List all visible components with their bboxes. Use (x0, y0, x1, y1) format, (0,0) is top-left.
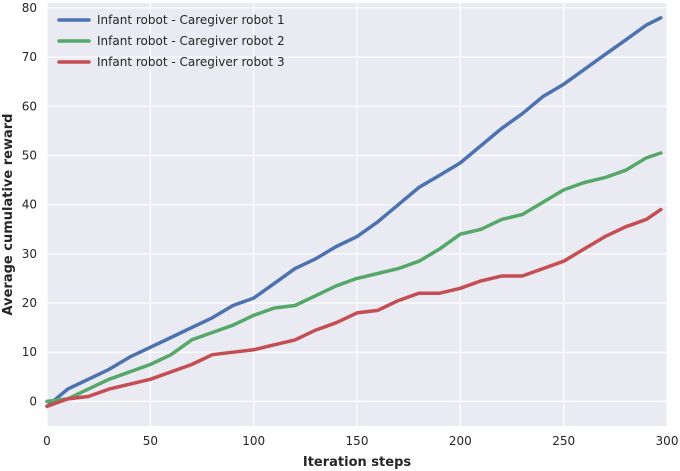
y-axis-label: Average cumulative reward (1, 114, 16, 316)
x-tick-label: 0 (43, 434, 51, 448)
y-tick-label: 60 (22, 99, 37, 113)
x-tick-label: 250 (552, 434, 575, 448)
y-tick-label: 10 (22, 345, 37, 359)
x-axis-label: Iteration steps (303, 455, 412, 470)
legend-label: Infant robot - Caregiver robot 1 (97, 13, 285, 27)
y-tick-label: 80 (22, 1, 37, 15)
y-tick-label: 0 (29, 394, 37, 408)
x-tick-label: 50 (143, 434, 158, 448)
y-tick-label: 70 (22, 50, 37, 64)
series-layer (45, 16, 663, 409)
x-tick-label: 300 (656, 434, 679, 448)
y-tick-label: 30 (22, 247, 37, 261)
x-tick-label: 150 (346, 434, 369, 448)
legend-label: Infant robot - Caregiver robot 2 (97, 34, 285, 48)
tick-labels: 0 50 100 150 200 250 300 0 10 20 30 40 50 60 70 80 (22, 1, 679, 448)
legend: Infant robot - Caregiver robot 1 Infant r… (57, 13, 285, 69)
series-line-3 (45, 207, 663, 409)
grid (46, 3, 668, 426)
series-line-2 (45, 151, 663, 404)
y-tick-label: 40 (22, 198, 37, 212)
legend-label: Infant robot - Caregiver robot 3 (97, 55, 285, 69)
y-tick-label: 50 (22, 148, 37, 162)
x-tick-label: 100 (242, 434, 265, 448)
y-tick-label: 20 (22, 296, 37, 310)
x-tick-label: 200 (449, 434, 472, 448)
series-line-1 (45, 16, 663, 409)
